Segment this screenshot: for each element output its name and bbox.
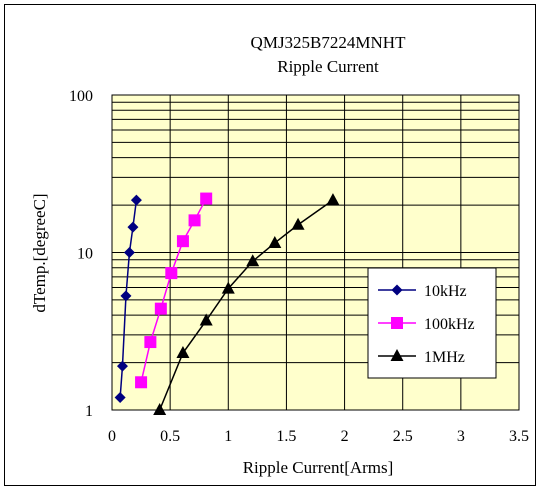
triangle-marker	[221, 281, 235, 294]
square-marker	[391, 317, 403, 329]
triangle-marker	[176, 346, 190, 359]
plot-border	[111, 94, 520, 411]
x-tick-label: 2.5	[393, 428, 413, 445]
x-tick-label: 0	[108, 428, 116, 445]
x-tick-label: 3	[457, 428, 465, 445]
chart-subtitle: Ripple Current	[277, 57, 379, 76]
legend-label: 1MHz	[424, 349, 465, 366]
square-marker	[200, 192, 213, 205]
y-tick-label: 10	[77, 246, 93, 263]
x-tick-label: 0.5	[160, 428, 180, 445]
legend-label: 100kHz	[424, 316, 475, 333]
square-marker	[188, 214, 201, 227]
square-marker	[135, 376, 148, 389]
tick-labels: 0 0.5 1 1.5 2 2.5 3 3.5 1 10 100	[69, 88, 529, 445]
series-10kHz	[114, 194, 142, 404]
diamond-marker	[391, 284, 403, 296]
y-axis-label: dTemp.[degreeC]	[30, 193, 49, 312]
triangle-marker	[246, 254, 260, 267]
square-marker	[165, 267, 178, 280]
square-marker	[144, 336, 157, 349]
triangle-marker	[268, 235, 282, 248]
y-tick-label: 1	[85, 403, 93, 420]
square-marker	[154, 302, 167, 315]
diamond-marker	[120, 290, 132, 302]
legend: 10kHz 100kHz 1MHz	[367, 267, 497, 379]
y-tick-label: 100	[69, 88, 93, 105]
x-tick-label: 2	[341, 428, 349, 445]
legend-label: 10kHz	[424, 283, 467, 300]
diamond-marker	[130, 194, 142, 206]
x-tick-label: 3.5	[509, 428, 529, 445]
square-marker	[176, 235, 189, 248]
series-100kHz	[135, 192, 213, 389]
triangle-marker	[291, 217, 305, 230]
triangle-marker	[390, 349, 404, 361]
series-1MHz	[153, 193, 340, 415]
diamond-marker	[127, 221, 139, 233]
x-tick-label: 1	[224, 428, 232, 445]
chart-title: QMJ325B7224MNHT	[251, 33, 407, 52]
series-layer	[114, 192, 340, 415]
diamond-marker	[123, 247, 135, 258]
diamond-marker	[116, 360, 128, 372]
x-tick-label: 1.5	[276, 428, 296, 445]
diamond-marker	[114, 392, 126, 404]
x-axis-label: Ripple Current[Arms]	[243, 458, 394, 477]
triangle-marker	[326, 193, 340, 206]
triangle-marker	[199, 313, 213, 326]
triangle-marker	[153, 403, 167, 415]
